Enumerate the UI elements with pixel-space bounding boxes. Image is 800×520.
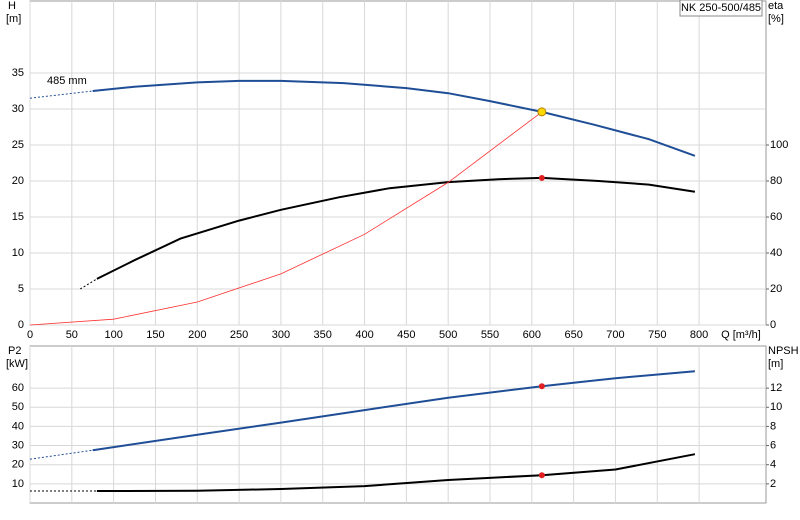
curve <box>96 176 696 280</box>
y-tick-label: 20 <box>12 459 24 471</box>
x-tick-label: 150 <box>146 329 164 341</box>
duty-point <box>537 107 547 117</box>
y-tick-label: 35 <box>12 67 24 79</box>
curve <box>92 79 696 157</box>
y-tick-label: 60 <box>12 382 24 394</box>
y-tick-label: 15 <box>12 211 24 223</box>
x-tick-label: 300 <box>272 329 290 341</box>
duty-point <box>538 383 545 390</box>
x-tick-label: 750 <box>648 329 666 341</box>
x-tick-label: 600 <box>523 329 541 341</box>
y-tick-label: 10 <box>12 478 24 490</box>
y2-tick-label: 4 <box>770 459 776 471</box>
y-tick-label: 50 <box>12 401 24 413</box>
y-axis-unit: [kW] <box>6 358 28 370</box>
x-tick-label: 800 <box>690 329 708 341</box>
annotation: 485 mm <box>47 75 87 87</box>
x-tick-label: 500 <box>439 329 457 341</box>
y2-tick-label: 60 <box>770 211 782 223</box>
y2-tick-label: 6 <box>770 439 776 451</box>
y-axis-label: P2 <box>8 345 21 357</box>
y2-axis-label: eta <box>768 0 784 12</box>
x-tick-label: 700 <box>606 329 624 341</box>
y-tick-label: 5 <box>18 283 24 295</box>
chart-title: NK 250-500/485 <box>681 2 761 14</box>
plot-area <box>29 345 767 504</box>
curve <box>29 111 543 326</box>
y2-tick-label: 0 <box>770 319 776 331</box>
y2-tick-label: 80 <box>770 175 782 187</box>
curve <box>29 90 93 99</box>
x-axis-label: Q [m³/h] <box>721 329 761 341</box>
y2-tick-label: 40 <box>770 247 782 259</box>
x-tick-label: 250 <box>230 329 248 341</box>
y-axis-unit: [m] <box>6 13 21 25</box>
y-tick-label: 20 <box>12 175 24 187</box>
x-tick-label: 100 <box>104 329 122 341</box>
x-tick-label: 650 <box>564 329 582 341</box>
curve <box>96 453 696 492</box>
duty-point <box>538 472 545 479</box>
x-tick-label: 450 <box>397 329 415 341</box>
y2-tick-label: 12 <box>770 382 782 394</box>
y2-tick-label: 10 <box>770 401 782 413</box>
x-tick-label: 200 <box>188 329 206 341</box>
y-tick-label: 25 <box>12 139 24 151</box>
duty-point <box>538 174 545 181</box>
curve <box>79 278 98 290</box>
y2-tick-label: 2 <box>770 478 776 490</box>
y2-axis-unit: [m] <box>768 358 783 370</box>
curve <box>92 370 695 452</box>
x-tick-label: 350 <box>314 329 332 341</box>
x-tick-label: 550 <box>481 329 499 341</box>
y-tick-label: 10 <box>12 247 24 259</box>
x-tick-label: 0 <box>27 329 33 341</box>
y2-tick-label: 100 <box>770 139 788 151</box>
x-tick-label: 50 <box>66 329 78 341</box>
y-tick-label: 30 <box>12 439 24 451</box>
y2-axis-unit: [%] <box>768 13 784 25</box>
y-axis-label: H <box>8 0 16 12</box>
y2-axis-label: NPSH <box>768 345 799 357</box>
y2-tick-label: 8 <box>770 420 776 432</box>
y-tick-label: 0 <box>18 319 24 331</box>
y-tick-label: 30 <box>12 103 24 115</box>
y-tick-label: 40 <box>12 420 24 432</box>
legend-box <box>679 0 763 17</box>
x-tick-label: 400 <box>355 329 373 341</box>
curve <box>29 449 93 460</box>
plot-area <box>29 0 767 326</box>
y2-tick-label: 20 <box>770 283 782 295</box>
